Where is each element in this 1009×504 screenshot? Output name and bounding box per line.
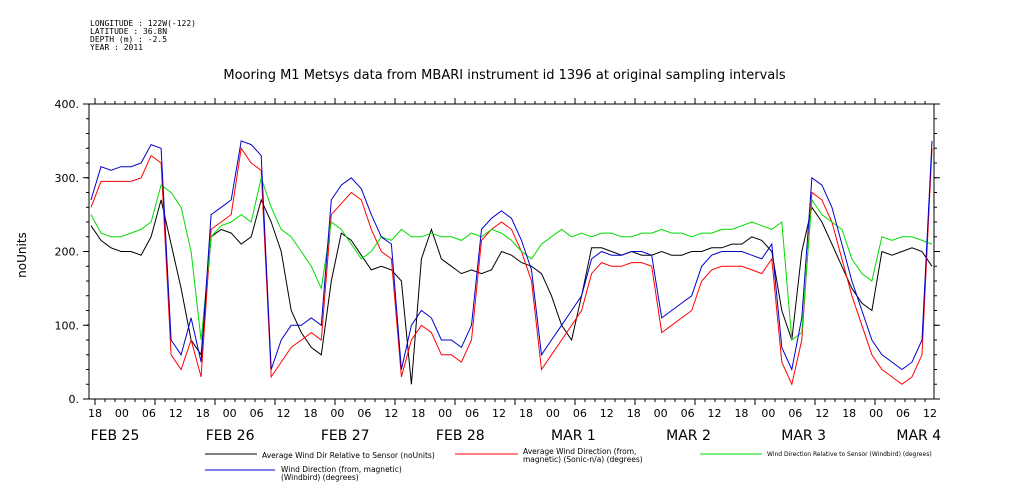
legend-label-blue: Wind Direction (from, magnetic) (Windbir… [281,465,402,482]
x-day-label: FEB 26 [206,428,255,444]
x-tick-label: 00 [438,407,452,420]
x-tick-label: 12 [492,407,506,420]
x-tick-label: 00 [546,407,560,420]
x-tick-label: 12 [384,407,398,420]
y-tick-label: 200. [55,246,80,259]
legend-label-red: Average Wind Direction (from, magnetic) … [523,447,643,464]
x-tick-label: 06 [250,407,264,420]
x-tick-label: 12 [169,407,183,420]
x-tick-label: 18 [196,407,210,420]
series-line-2 [90,175,933,341]
x-tick-label: 06 [357,407,371,420]
series-line-0 [90,198,933,385]
x-day-label: MAR 4 [896,428,941,444]
depth-text: DEPTH (m) : -2.5 [90,35,168,44]
legend-label-black: Average Wind Dir Relative to Sensor (noU… [262,451,435,460]
y-tick-label: 300. [55,172,80,185]
x-tick-label: 00 [654,407,668,420]
x-tick-label: 00 [223,407,237,420]
x-day-label: FEB 28 [436,428,485,444]
series-line-3 [90,140,933,372]
y-tick-label: 100. [55,319,80,332]
longitude-text: LONGITUDE : 122W(-122) [90,19,196,28]
x-tick-label: 06 [681,407,695,420]
x-tick-label: 00 [761,407,775,420]
x-tick-label: 12 [815,407,829,420]
x-tick-label: 18 [88,407,102,420]
x-tick-label: 00 [115,407,129,420]
year-text: YEAR : 2011 [90,43,143,52]
x-tick-label: 06 [573,407,587,420]
x-tick-label: 12 [277,407,291,420]
x-tick-label: 18 [303,407,317,420]
x-tick-label: 06 [896,407,910,420]
plot-frame [88,103,935,400]
series-line-1 [90,146,933,386]
x-tick-label: 00 [869,407,883,420]
x-tick-label: 12 [708,407,722,420]
x-tick-label: 18 [842,407,856,420]
x-tick-label: 12 [600,407,614,420]
x-tick-label: 18 [627,407,641,420]
y-tick-label: 400. [55,98,80,111]
x-day-label: MAR 1 [551,428,596,444]
x-day-label: FEB 25 [91,428,140,444]
y-tick-label: 0. [69,393,80,406]
x-day-label: MAR 2 [666,428,711,444]
x-tick-label: 06 [788,407,802,420]
x-tick-label: 12 [923,407,937,420]
x-tick-label: 18 [519,407,533,420]
latitude-text: LATITUDE : 36.8N [90,27,168,36]
x-tick-label: 18 [734,407,748,420]
x-tick-label: 00 [330,407,344,420]
chart-title: Mooring M1 Metsys data from MBARI instru… [223,68,786,83]
x-day-label: MAR 3 [781,428,826,444]
metadata-header: LONGITUDE : 122W(-122) LATITUDE : 36.8N … [90,20,196,52]
x-tick-label: 18 [411,407,425,420]
x-day-label: FEB 27 [321,428,370,444]
x-tick-label: 06 [142,407,156,420]
x-tick-label: 06 [465,407,479,420]
legend-label-green: Wind Direction Relative to Sensor (Windb… [767,451,932,458]
